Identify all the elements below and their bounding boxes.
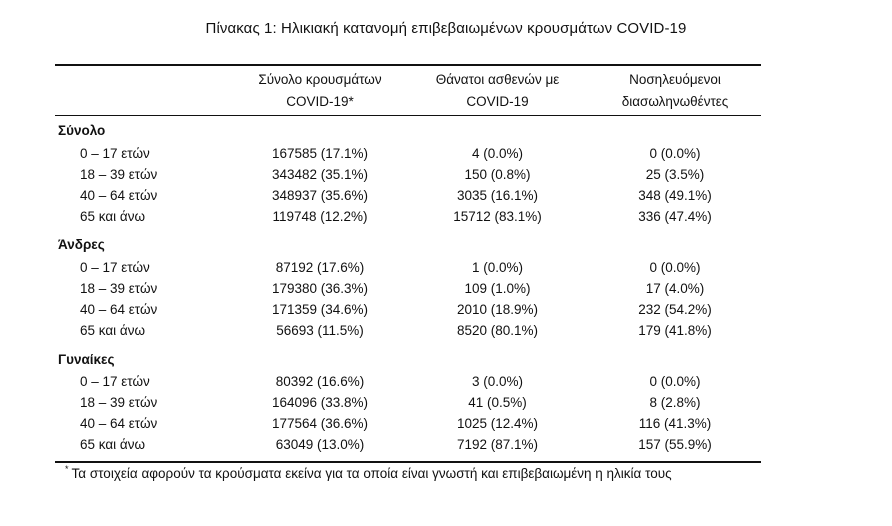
- row-age: 18 – 39 ετών: [80, 395, 158, 410]
- row-cases: 56693 (11.5%): [276, 323, 364, 338]
- row-intubated: 8 (2.8%): [649, 395, 701, 410]
- row-cases: 164096 (33.8%): [271, 395, 369, 410]
- row-intubated: 179 (41.8%): [638, 323, 712, 338]
- table-row: 40 – 64 ετών 177564 (36.6%) 1025 (12.4%)…: [0, 416, 892, 437]
- row-deaths: 1 (0.0%): [471, 260, 524, 275]
- row-deaths: 41 (0.5%): [468, 395, 527, 410]
- top-rule: [55, 64, 761, 66]
- row-cases: 167585 (17.1%): [271, 146, 369, 161]
- row-age: 40 – 64 ετών: [80, 188, 158, 203]
- row-intubated: 157 (55.9%): [638, 437, 712, 452]
- row-intubated: 0 (0.0%): [649, 260, 701, 275]
- row-deaths: 150 (0.8%): [464, 167, 531, 182]
- table-row: 18 – 39 ετών 164096 (33.8%) 41 (0.5%) 8 …: [0, 395, 892, 416]
- header-intubated-line2: διασωληνωθέντες: [621, 94, 729, 109]
- table-row: 65 και άνω 56693 (11.5%) 8520 (80.1%) 17…: [0, 323, 892, 344]
- row-age: 18 – 39 ετών: [80, 167, 158, 182]
- table-caption: Πίνακας 1: Ηλικιακή κατανομή επιβεβαιωμέ…: [205, 20, 687, 37]
- row-cases: 80392 (16.6%): [275, 374, 365, 389]
- row-cases: 119748 (12.2%): [272, 209, 368, 224]
- row-intubated: 116 (41.3%): [638, 416, 712, 431]
- section-title-women: Γυναίκες: [58, 352, 115, 367]
- table-row: 40 – 64 ετών 348937 (35.6%) 3035 (16.1%)…: [0, 188, 892, 209]
- row-cases: 87192 (17.6%): [275, 260, 365, 275]
- row-age: 40 – 64 ετών: [80, 416, 158, 431]
- row-intubated: 0 (0.0%): [649, 374, 701, 389]
- row-age: 0 – 17 ετών: [80, 374, 150, 389]
- section-title-men: Άνδρες: [58, 237, 105, 252]
- row-age: 18 – 39 ετών: [80, 281, 158, 296]
- table-row: 0 – 17 ετών 167585 (17.1%) 4 (0.0%) 0 (0…: [0, 146, 892, 167]
- row-deaths: 2010 (18.9%): [456, 302, 539, 317]
- row-cases: 63049 (13.0%): [275, 437, 365, 452]
- header-intubated: Νοσηλευόμενοι διασωληνωθέντες: [585, 69, 765, 113]
- header-cases-line1: Σύνολο κρουσμάτων: [258, 72, 382, 87]
- row-age: 65 και άνω: [80, 323, 146, 338]
- header-deaths-line1: Θάνατοι ασθενών με: [435, 72, 560, 87]
- row-deaths: 109 (1.0%): [464, 281, 531, 296]
- header-cases-line2: COVID-19*: [286, 94, 354, 109]
- row-deaths: 4 (0.0%): [471, 146, 524, 161]
- header-deaths: Θάνατοι ασθενών με COVID-19: [410, 69, 585, 113]
- row-age: 40 – 64 ετών: [80, 302, 158, 317]
- row-intubated: 25 (3.5%): [645, 167, 705, 182]
- row-intubated: 348 (49.1%): [638, 188, 712, 203]
- table-row: 65 και άνω 63049 (13.0%) 7192 (87.1%) 15…: [0, 437, 892, 458]
- row-intubated: 17 (4.0%): [645, 281, 705, 296]
- header-cases: Σύνολο κρουσμάτων COVID-19*: [230, 69, 410, 113]
- row-intubated: 232 (54.2%): [638, 302, 712, 317]
- row-age: 0 – 17 ετών: [80, 146, 150, 161]
- footnote: * Τα στοιχεία αφορούν τα κρούσματα εκείνα…: [65, 464, 672, 481]
- footnote-marker: *: [65, 464, 69, 474]
- row-age: 65 και άνω: [80, 437, 146, 452]
- row-cases: 179380 (36.3%): [271, 281, 369, 296]
- section-title-total: Σύνολο: [58, 123, 106, 138]
- table-row: 0 – 17 ετών 87192 (17.6%) 1 (0.0%) 0 (0.…: [0, 260, 892, 281]
- table-row: 18 – 39 ετών 179380 (36.3%) 109 (1.0%) 1…: [0, 281, 892, 302]
- row-intubated: 336 (47.4%): [638, 209, 712, 224]
- row-age: 65 και άνω: [80, 209, 146, 224]
- header-deaths-line2: COVID-19: [466, 94, 529, 109]
- row-age: 0 – 17 ετών: [80, 260, 150, 275]
- row-deaths: 3035 (16.1%): [456, 188, 539, 203]
- table-row: 18 – 39 ετών 343482 (35.1%) 150 (0.8%) 2…: [0, 167, 892, 188]
- row-deaths: 3 (0.0%): [471, 374, 524, 389]
- row-cases: 177564 (36.6%): [271, 416, 369, 431]
- row-deaths: 7192 (87.1%): [456, 437, 539, 452]
- bottom-rule: [55, 461, 761, 463]
- header-intubated-line1: Νοσηλευόμενοι: [629, 72, 721, 87]
- header-rule: [55, 115, 761, 116]
- footnote-text: Τα στοιχεία αφορούν τα κρούσματα εκείνα …: [71, 466, 672, 481]
- row-deaths: 1025 (12.4%): [456, 416, 539, 431]
- table-row: 40 – 64 ετών 171359 (34.6%) 2010 (18.9%)…: [0, 302, 892, 323]
- row-cases: 171359 (34.6%): [271, 302, 369, 317]
- row-deaths: 8520 (80.1%): [456, 323, 539, 338]
- row-deaths: 15712 (83.1%): [453, 209, 542, 224]
- row-cases: 343482 (35.1%): [271, 167, 369, 182]
- row-intubated: 0 (0.0%): [649, 146, 701, 161]
- row-cases: 348937 (35.6%): [271, 188, 369, 203]
- table-row: 0 – 17 ετών 80392 (16.6%) 3 (0.0%) 0 (0.…: [0, 374, 892, 395]
- table-row: 65 και άνω 119748 (12.2%) 15712 (83.1%) …: [0, 209, 892, 230]
